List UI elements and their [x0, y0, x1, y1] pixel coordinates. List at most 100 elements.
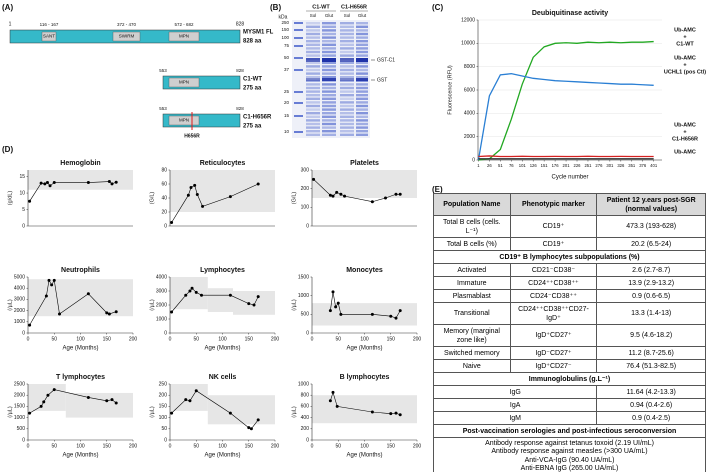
data-line: [477, 73, 654, 161]
x-tick-label: 100: [218, 443, 227, 449]
x-tick-label: 100: [76, 443, 85, 449]
reference-range: [65, 392, 133, 418]
y-tick-label: 0: [22, 223, 25, 229]
data-point: [389, 314, 393, 318]
data-point: [86, 292, 90, 296]
gel-smear: [356, 119, 368, 122]
section-row: CD19⁺ B lymphocytes subpopulations (%): [433, 250, 706, 264]
table-cell: CD21⁻CD38⁻: [509, 263, 598, 277]
gel-smear: [340, 126, 354, 129]
gel-smear: [322, 115, 336, 118]
gel-band: [306, 58, 320, 62]
table-row: IgM 0.9 (0.4-2.5): [432, 411, 706, 425]
gel-smear: [306, 76, 320, 79]
y-axis-label: (G/L): [291, 192, 297, 205]
y-tick-label: 500: [301, 312, 310, 318]
gel-smear: [356, 122, 368, 126]
chart-title: Monocytes: [346, 267, 383, 274]
data-point: [256, 182, 260, 186]
data-point: [394, 316, 398, 320]
x-tick-label: 50: [335, 443, 341, 449]
data-point: [190, 286, 194, 290]
gel-smear: [356, 97, 368, 100]
table-row: Activated CD21⁻CD38⁻ 2.6 (2.7-8.7): [433, 263, 706, 277]
gel-smear: [340, 112, 354, 115]
panel-label: (C): [432, 3, 443, 12]
legend-label: UCHL1 (pos Ctl): [664, 69, 706, 75]
data-point: [370, 200, 374, 204]
x-tick-label: 351: [628, 163, 636, 168]
gel-smear: [340, 68, 354, 72]
y-tick-label: 12000: [461, 17, 475, 23]
data-point: [58, 312, 61, 316]
gel-unit: kDa: [279, 14, 288, 20]
data-point: [114, 401, 118, 405]
annotation: +: [683, 62, 686, 68]
group-label: C1-WT: [312, 4, 330, 10]
y-tick-label: 1000: [14, 319, 25, 325]
group-label: C1-H656R: [341, 4, 367, 10]
table-cell: Total B cells (cells. L⁻¹): [433, 215, 511, 238]
table-cell: 13.9 (2.9-13.2): [596, 276, 706, 290]
data-point: [228, 293, 232, 297]
gel-smear: [322, 86, 336, 90]
table-cell: 11.64 (4.2-13.3): [596, 385, 706, 399]
gel-smear: [306, 65, 320, 68]
gel-band: [306, 78, 320, 81]
y-tick-label: 4000: [156, 274, 167, 280]
data-point: [39, 404, 43, 408]
gel-smear: [340, 115, 354, 118]
gel-smear: [322, 83, 336, 86]
gel-smear: [322, 90, 336, 93]
gel-smear: [306, 133, 320, 136]
x-tick-label: 276: [595, 163, 603, 168]
data-point: [335, 190, 339, 194]
gel-smear: [306, 22, 320, 25]
gel-smear: [322, 72, 336, 75]
ladder-band: [294, 131, 303, 133]
gel-smear: [340, 97, 354, 100]
reference-range: [170, 384, 208, 411]
x-tick-label: 50: [335, 336, 341, 342]
y-tick-label: 100: [301, 205, 310, 211]
gel-smear: [340, 86, 354, 90]
gel-smear: [306, 72, 320, 75]
band-label: GST: [377, 77, 387, 83]
x-tick-label: 251: [584, 163, 592, 168]
marker-label: 75: [284, 43, 290, 48]
data-point: [328, 309, 332, 313]
data-point: [228, 195, 232, 199]
x-tick-label: 0: [27, 443, 30, 449]
data-point: [107, 180, 111, 184]
y-tick-label: 200: [301, 426, 310, 432]
x-axis-label: Age (Months): [204, 346, 240, 352]
reference-range: [207, 395, 275, 425]
annotation: Ub-AMC: [674, 27, 696, 33]
legend-label: C1-H656R: [672, 136, 698, 142]
residue-label: 553: [159, 106, 167, 111]
table-cell: IgD⁺CD27⁺: [509, 324, 598, 347]
table-cell: 0.9 (0.6-6.5): [596, 289, 706, 303]
notes-row: Antibody response against tetanus toxoid…: [433, 437, 706, 472]
data-point: [86, 395, 90, 399]
ladder-band: [294, 29, 303, 31]
gel-smear: [322, 40, 336, 43]
x-axis-label: Age (Months): [204, 453, 240, 459]
gel-smear: [306, 36, 320, 39]
table-cell: IgG: [432, 385, 598, 399]
x-tick-label: 150: [245, 443, 254, 449]
y-tick-label: 2000: [464, 134, 475, 140]
chart-title: NK cells: [209, 374, 237, 381]
gel-smear: [340, 47, 354, 50]
domain-range: 572 - 682: [174, 22, 194, 27]
y-tick-label: 0: [306, 223, 309, 229]
y-tick-label: 600: [301, 404, 310, 410]
data-point: [43, 182, 47, 186]
data-point: [194, 389, 198, 393]
gel-smear: [322, 94, 336, 97]
chart-title: Deubiquitinase activity: [532, 10, 608, 17]
x-tick-label: 200: [413, 443, 422, 449]
x-tick-label: 51: [498, 163, 503, 168]
domain-box: [112, 31, 141, 42]
y-tick-label: 3000: [14, 297, 25, 303]
